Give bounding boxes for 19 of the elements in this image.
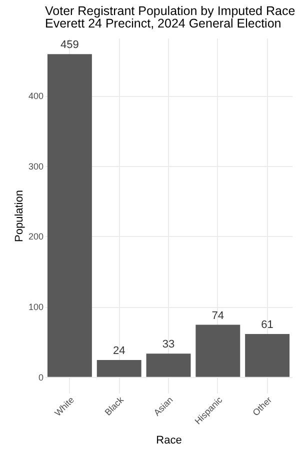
bar [245,334,290,377]
data-label: 33 [162,338,175,351]
bar [96,360,142,377]
data-label: 459 [60,39,79,52]
chart-title: Voter Registrant Population by Imputed Race [45,4,296,18]
x-axis-title: Race [156,434,182,446]
bar [47,54,92,377]
bar [146,354,191,377]
data-label: 24 [112,344,126,357]
data-label: 61 [261,318,274,331]
y-tick-label: 200 [28,232,44,242]
chart-subtitle: Everett 24 Precinct, 2024 General Election [45,16,282,30]
y-tick-label: 400 [28,91,44,102]
bar [196,324,240,377]
y-tick-label: 100 [28,302,44,312]
y-axis-title: Population [13,190,26,242]
y-tick-label: 300 [28,161,44,172]
data-label: 74 [212,310,224,322]
y-tick-label: 0 [38,372,44,382]
